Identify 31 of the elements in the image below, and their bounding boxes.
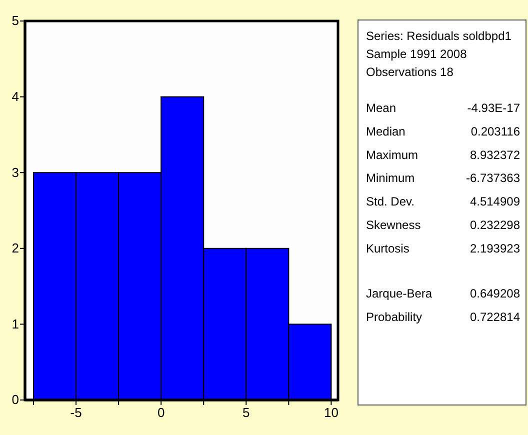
y-tick-label: 4 bbox=[12, 88, 19, 104]
category-label: Std. Dev. bbox=[366, 194, 414, 209]
x-tick-label: 10 bbox=[324, 405, 338, 420]
text: 0.649208 bbox=[470, 286, 520, 300]
category-label: Skewness bbox=[366, 218, 421, 232]
text: Series: Residuals soldbpd1 bbox=[366, 29, 512, 43]
category-label: Kurtosis bbox=[366, 241, 410, 256]
category-label: Mean bbox=[366, 101, 396, 115]
text: 2.193923 bbox=[470, 241, 520, 256]
category-label: Minimum bbox=[366, 171, 415, 186]
text: 4.514909 bbox=[470, 194, 520, 209]
y-tick-label: 2 bbox=[12, 240, 19, 256]
x-tick-label: -5 bbox=[70, 405, 82, 420]
y-tick-label: 1 bbox=[12, 316, 19, 332]
x-tick-label: 5 bbox=[242, 405, 250, 420]
y-tick-label: 3 bbox=[12, 164, 19, 180]
text: Observations 18 bbox=[366, 65, 454, 79]
text: -4.93E-17 bbox=[467, 101, 520, 115]
text: -6.737363 bbox=[466, 171, 520, 186]
text: Sample 1991 2008 bbox=[366, 47, 468, 61]
text: 0.722814 bbox=[470, 310, 520, 324]
y-tick-label: 0 bbox=[12, 392, 19, 408]
category-label: Probability bbox=[366, 310, 422, 324]
text: 8.932372 bbox=[470, 148, 520, 162]
y-tick-label: 5 bbox=[12, 13, 19, 28]
text: 0.232298 bbox=[470, 218, 520, 232]
category-label: Maximum bbox=[366, 148, 418, 162]
category-label: Jarque-Bera bbox=[366, 286, 432, 300]
x-tick-label: 0 bbox=[157, 405, 165, 420]
category-label: Median bbox=[366, 124, 406, 138]
text: 0.203116 bbox=[470, 124, 520, 138]
